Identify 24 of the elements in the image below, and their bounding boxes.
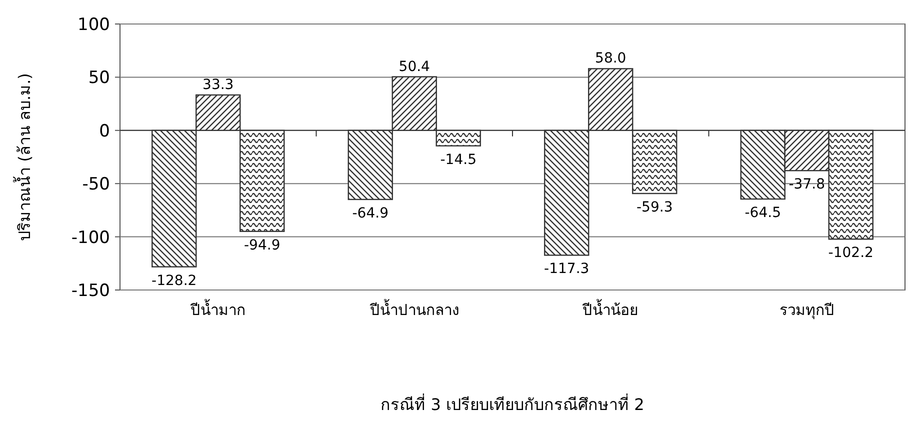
data-label: 33.3 [202, 76, 234, 93]
y-tick-label: 100 [78, 15, 110, 35]
y-tick-label: -100 [71, 228, 110, 248]
y-axis-title: ปริมาณน้ำ (ล้าน ลบ.ม.) [13, 73, 34, 241]
data-label: -94.9 [244, 237, 280, 254]
data-label: 50.4 [398, 58, 430, 75]
data-label: -64.5 [744, 205, 781, 222]
y-tick-label: -150 [71, 281, 110, 301]
data-label: -64.9 [352, 205, 388, 222]
data-label: -59.3 [636, 199, 673, 216]
data-label: 58.0 [595, 50, 626, 67]
y-tick-label: 50 [88, 68, 110, 88]
y-tick-label: -50 [82, 174, 110, 195]
y-tick-label: 0 [99, 121, 110, 142]
data-label: -14.5 [440, 152, 476, 168]
x-tick-label: ปีน้ำปานกลาง [368, 299, 459, 319]
data-label: -128.2 [152, 272, 197, 289]
data-label: -102.2 [828, 245, 874, 262]
x-tick-label: รวมทุกปี [779, 301, 834, 320]
data-label: -117.3 [544, 261, 590, 278]
data-label: -37.8 [788, 176, 825, 193]
x-tick-label: ปีน้ำมาก [190, 299, 246, 319]
x-axis-title: กรณีที่ 3 เปรียบเทียบกับกรณีศึกษาที่ 2 [380, 393, 644, 414]
x-tick-label: ปีน้ำน้อย [582, 299, 639, 319]
